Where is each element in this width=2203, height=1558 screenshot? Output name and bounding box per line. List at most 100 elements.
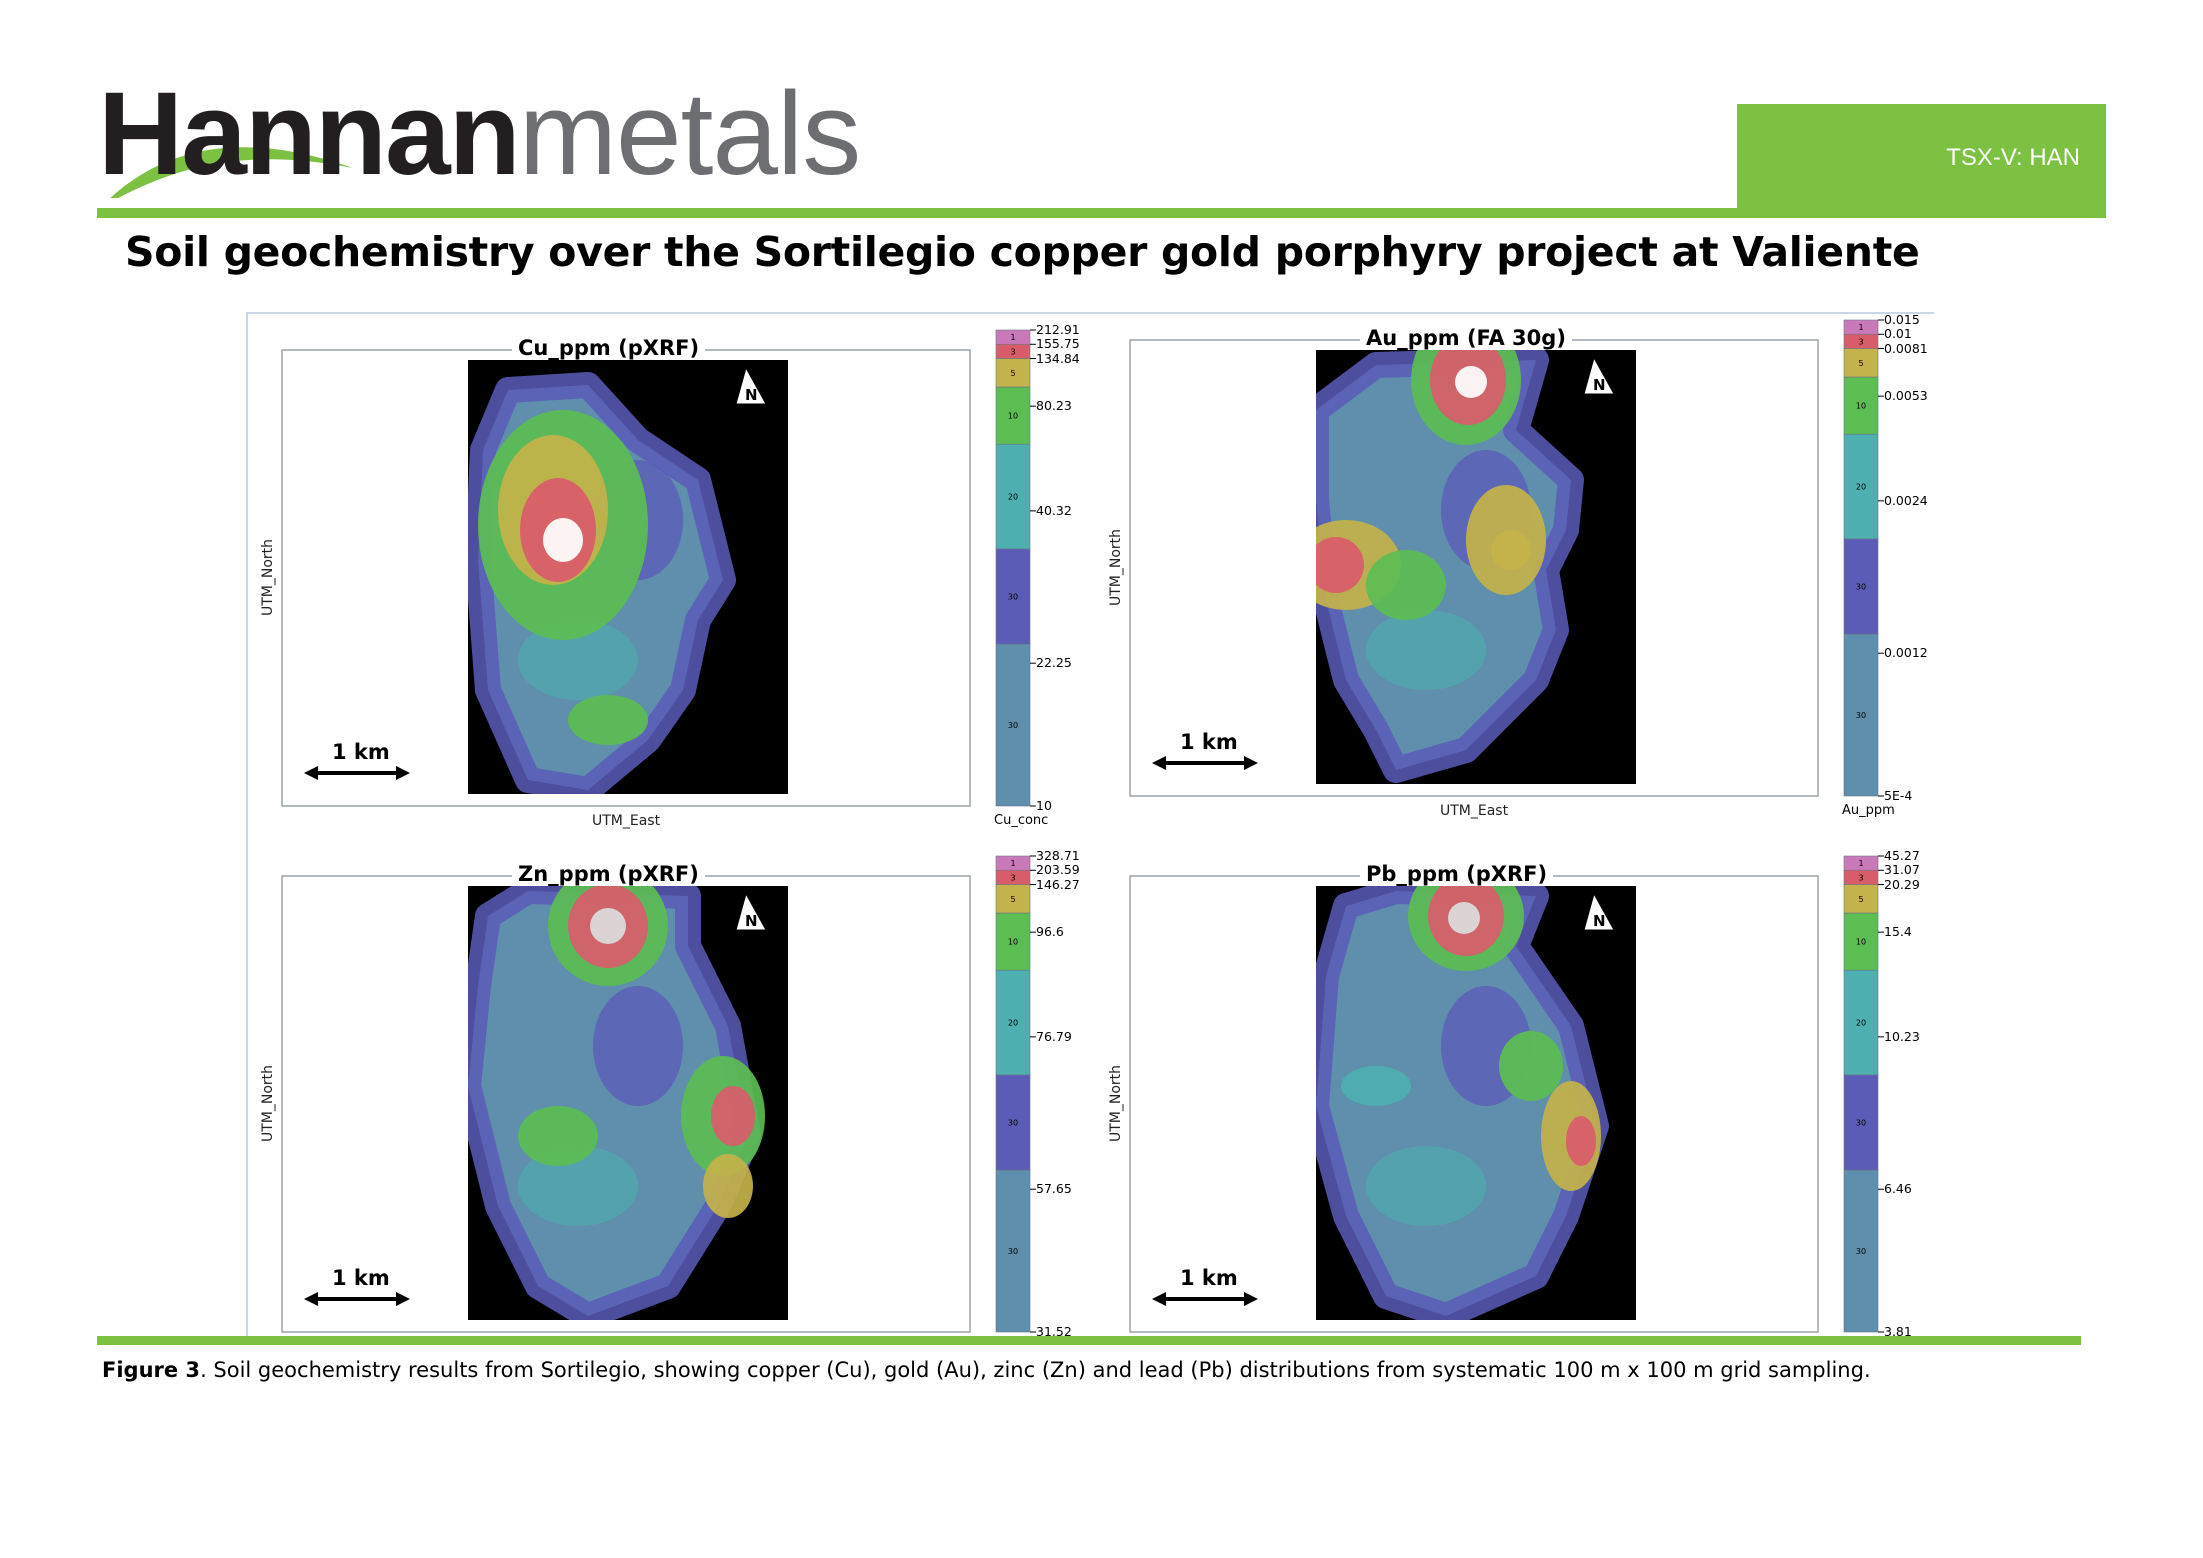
- y-axis-label: UTM_North: [260, 538, 276, 616]
- scale-bar-arrow-right-icon: [396, 1292, 410, 1306]
- figure-frame-top: [246, 312, 1934, 314]
- legend-bin: [995, 969, 1031, 1076]
- north-label: N: [745, 912, 758, 930]
- panel-graphics: 1 3 5 10 20 30 30: [1129, 855, 1884, 1333]
- legend-bin-percent: 3: [1010, 347, 1015, 356]
- legend-bin-percent: 30: [1856, 711, 1866, 720]
- x-axis-label: UTM_East: [592, 813, 661, 829]
- heatmap-layer: [468, 886, 765, 1320]
- scale-bar-arrow-left-icon: [1152, 756, 1166, 770]
- legend-bin-percent: 5: [1010, 369, 1015, 378]
- legend-value: 0.0081: [1884, 340, 1928, 356]
- page-title: Soil geochemistry over the Sortilegio co…: [125, 228, 1920, 276]
- scale-bar-arrow-left-icon: [1152, 1292, 1166, 1306]
- legend-bin-percent: 30: [1856, 583, 1866, 592]
- ticker-badge: TSX-V: HAN: [1737, 104, 2106, 212]
- footprint-rim: [468, 886, 761, 1320]
- legend-value: 31.52: [1036, 1324, 1072, 1339]
- legend-bin: [995, 912, 1031, 971]
- footprint-rim: [1316, 886, 1609, 1320]
- y-axis-label: UTM_North: [1108, 528, 1124, 606]
- legend-bin: [995, 884, 1031, 914]
- legend-bin: [995, 386, 1031, 445]
- legend-bin-percent: 10: [1856, 402, 1866, 411]
- heatmap-layer: [468, 372, 736, 794]
- legend-value: 31.07: [1884, 862, 1920, 878]
- legend-value: 3.81: [1884, 1324, 1912, 1339]
- header-divider: [97, 208, 2106, 218]
- legend-bin-percent: 20: [1856, 1019, 1866, 1028]
- legend-value: 146.27: [1036, 876, 1080, 892]
- anomaly-blob: [1366, 550, 1446, 620]
- anomaly-blob: [1448, 902, 1480, 934]
- anomaly-blob: [590, 908, 626, 944]
- panel-au: 1 3 5 10 20 30 30 N 1 km 0.015 0.01 0.0081 0.0053 0.0…: [1108, 306, 2150, 866]
- legend-value: 0.015: [1884, 312, 1920, 327]
- anomaly-blob: [703, 1154, 753, 1218]
- legend-bin-percent: 1: [1858, 323, 1863, 332]
- scale-bar-arrow-right-icon: [1244, 756, 1258, 770]
- scale-bar-label: 1 km: [332, 740, 390, 764]
- north-label: N: [1593, 376, 1606, 394]
- legend-bin: [1843, 633, 1879, 797]
- legend-bin-percent: 3: [1858, 873, 1863, 882]
- legend-value: 96.6: [1036, 924, 1064, 940]
- anomaly-blob: [1491, 530, 1531, 570]
- anomaly-blob: [1316, 537, 1364, 593]
- scale-bar-arrow-right-icon: [396, 766, 410, 780]
- legend-value: 20.29: [1884, 876, 1920, 892]
- legend-bin: [1843, 912, 1879, 971]
- legend-bin-percent: 30: [1856, 1119, 1866, 1128]
- logo-wordmark: Hannanmetals: [98, 66, 862, 202]
- anomaly-blob: [1566, 1116, 1596, 1166]
- panel-title: Au_ppm (FA 30g): [1360, 326, 1572, 350]
- y-axis-label: UTM_North: [1108, 1064, 1124, 1142]
- caption-label: Figure 3: [102, 1358, 201, 1382]
- legend-value: 0.01: [1884, 326, 1912, 342]
- legend-bin-percent: 30: [1008, 593, 1018, 602]
- scale-bar-label: 1 km: [332, 1266, 390, 1290]
- legend-bin: [995, 1074, 1031, 1171]
- legend-bin-percent: 10: [1008, 412, 1018, 421]
- legend-value: 57.65: [1036, 1181, 1072, 1197]
- legend-bin: [1843, 1074, 1879, 1171]
- panel-pb: 1 3 5 10 20 30 30 N 1 km 45.27 31.07 20.29 15.4 10.23…: [1108, 842, 2150, 1402]
- legend-bin-percent: 20: [1008, 1019, 1018, 1028]
- legend-bin-percent: 1: [1858, 859, 1863, 868]
- logo-secondary-text: metals: [518, 68, 862, 200]
- legend-value: 40.32: [1036, 502, 1072, 518]
- hannan-metals-logo: Hannanmetals: [98, 68, 998, 200]
- legend-value: 76.79: [1036, 1028, 1072, 1044]
- footer-divider: [97, 1336, 2081, 1345]
- anomaly-blob: [568, 695, 648, 745]
- legend-value: 0.0053: [1884, 388, 1928, 404]
- legend-bin: [995, 548, 1031, 645]
- logo-primary-text: Hannan: [98, 68, 521, 200]
- mid-zone: [1366, 1146, 1486, 1226]
- anomaly-blob: [1341, 1066, 1411, 1106]
- legend-bin: [1843, 1169, 1879, 1333]
- legend-value: 45.27: [1884, 848, 1920, 863]
- legend-bin-percent: 10: [1008, 938, 1018, 947]
- ticker-text: TSX-V: HAN: [1946, 144, 2080, 171]
- legend-bin-percent: 1: [1010, 333, 1015, 342]
- north-arrow-icon: [1583, 356, 1615, 395]
- legend-value: 10.23: [1884, 1028, 1920, 1044]
- legend-value: 328.71: [1036, 848, 1080, 863]
- legend-bin-percent: 30: [1008, 1119, 1018, 1128]
- legend-value: 5E-4: [1884, 788, 1913, 803]
- legend-bin: [1843, 433, 1879, 540]
- figure-frame-left: [246, 312, 248, 1336]
- legend-value: 212.91: [1036, 322, 1080, 337]
- scale-bar-arrow-left-icon: [304, 766, 318, 780]
- heatmap-layer: [1316, 886, 1609, 1320]
- legend-bin-percent: 3: [1010, 873, 1015, 882]
- north-arrow-icon: [1583, 892, 1615, 931]
- legend-bin-percent: 5: [1858, 895, 1863, 904]
- legend-bin: [995, 643, 1031, 807]
- legend-title: Cu_conc: [994, 813, 1049, 828]
- north-label: N: [745, 386, 758, 404]
- legend-bin: [1843, 538, 1879, 635]
- panel-title: Pb_ppm (pXRF): [1360, 862, 1554, 886]
- legend-bin-percent: 3: [1858, 337, 1863, 346]
